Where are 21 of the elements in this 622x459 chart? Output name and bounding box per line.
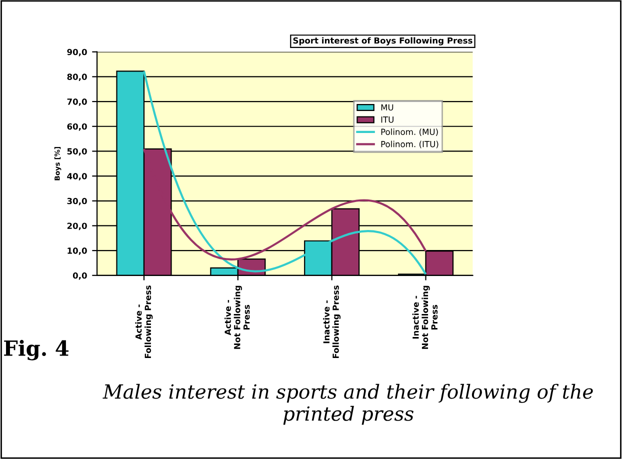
y-tick-label: 30,0 [67, 198, 87, 206]
y-tick-label: 50,0 [67, 148, 87, 156]
x-tick-label: Active - Following Press [135, 286, 153, 358]
text: Males interest in sports and their following of the printed press [102, 384, 593, 425]
legend-label: Polinom. (MU) [381, 128, 438, 136]
y-tick-label: 40,0 [67, 173, 87, 180]
chart-title: Sport interest of Boys Following Press [293, 37, 472, 46]
x-tick-label: Inactive - Not Following Press [412, 286, 438, 349]
legend-label: ITU [381, 116, 394, 123]
y-tick-label: 90,0 [67, 48, 87, 56]
y-tick-label: 60,0 [67, 123, 87, 131]
y-tick-label: 20,0 [67, 222, 87, 230]
y-tick-label: 70,0 [67, 98, 87, 106]
y-tick-label: 10,0 [68, 248, 87, 255]
x-tick-label: Active - Not Following Press [224, 286, 250, 349]
legend-label: MU [381, 104, 394, 111]
y-tick-label: 0,0 [72, 272, 87, 280]
x-tick-label: Inactive - Following Press [323, 286, 341, 358]
caption: Fig. 4 [4, 340, 69, 360]
legend-label: Polinom. (ITU) [381, 140, 438, 148]
y-tick-label: 80,0 [67, 74, 87, 82]
